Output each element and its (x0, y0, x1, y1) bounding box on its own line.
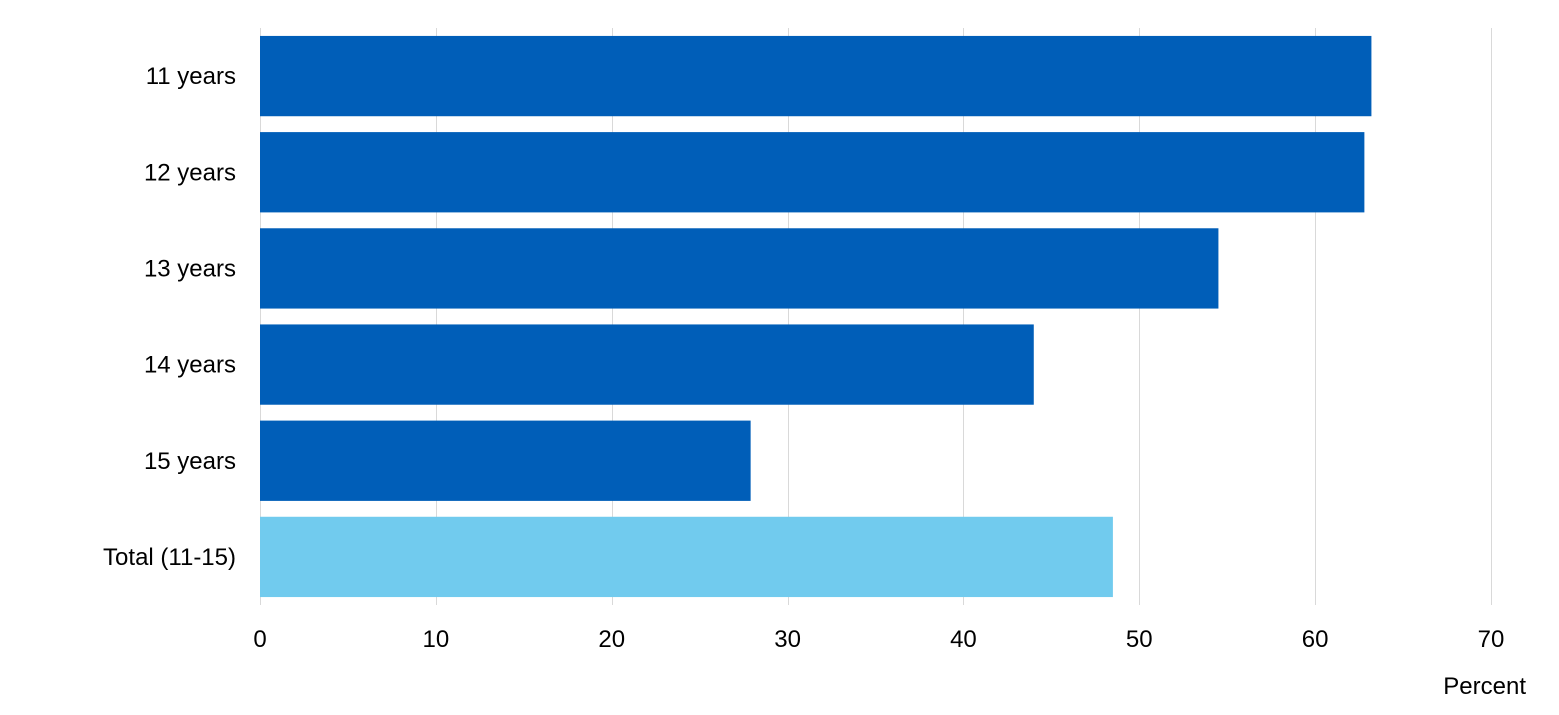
x-tick-label: 30 (774, 626, 801, 653)
category-label: 12 years (144, 159, 236, 186)
category-label: Total (11-15) (103, 544, 236, 571)
x-tick-label: 70 (1478, 626, 1505, 653)
category-label: 11 years (146, 63, 236, 90)
x-tick-label: 20 (598, 626, 625, 653)
bar-13-years (260, 228, 1219, 309)
x-tick-label: 10 (423, 626, 450, 653)
bar-12-years (260, 132, 1365, 213)
category-label: 15 years (144, 448, 236, 475)
x-tick-label: 0 (253, 626, 266, 653)
x-tick-label: 60 (1302, 626, 1329, 653)
gridlines (260, 28, 1492, 605)
bars (260, 35, 1372, 598)
bar-11-years (260, 35, 1372, 117)
x-tick-label: 40 (950, 626, 977, 653)
bar-14-years (260, 324, 1034, 405)
bar-total-11-15 (260, 516, 1113, 598)
category-label: 13 years (144, 255, 236, 282)
category-labels: 11 years 12 years 13 years 14 years 15 years… (103, 63, 236, 571)
x-axis-title: Percent (1443, 673, 1526, 700)
category-label: 14 years (144, 352, 236, 379)
x-tick-labels: 0 10 20 30 40 50 60 70 (253, 626, 1504, 653)
bar-15-years (260, 420, 751, 501)
x-tick-label: 50 (1126, 626, 1153, 653)
